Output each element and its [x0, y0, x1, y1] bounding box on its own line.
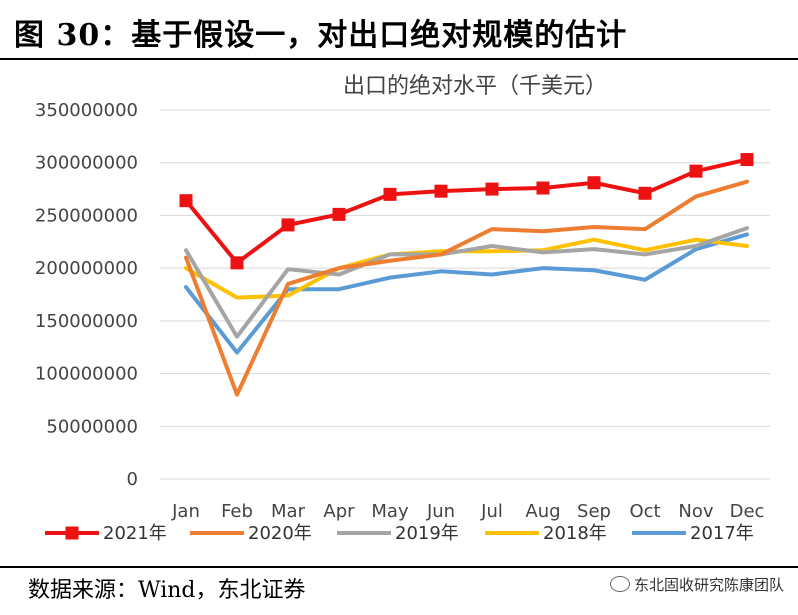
legend-label-2019: 2019年	[395, 523, 459, 544]
source-divider	[0, 566, 798, 568]
x-tick-label: Nov	[678, 501, 713, 522]
watermark: 东北固收研究陈康团队	[609, 574, 784, 595]
x-tick-label: May	[371, 501, 409, 522]
series-marker-2021	[740, 153, 754, 167]
chart-title: 出口的绝对水平（千美元）	[343, 74, 607, 99]
series-marker-2021	[179, 194, 193, 208]
legend-marker-2021	[65, 526, 79, 540]
x-tick-label: Dec	[730, 501, 765, 522]
chart-legend: 2021年 2020年 2019年 2018年 2017年	[45, 523, 754, 544]
series-marker-2021	[638, 186, 652, 200]
series-marker-2021	[332, 207, 346, 221]
figure-title: 图 30：基于假设一，对出口绝对规模的估计	[14, 18, 628, 53]
title-divider	[0, 58, 798, 60]
series-marker-2021	[230, 256, 244, 270]
series-line-2021	[184, 157, 749, 265]
series-line-2019	[184, 226, 749, 339]
x-axis: Jan Feb Mar Apr May Jun Jul Aug Sep Oct Nov Dec	[171, 501, 764, 522]
series-marker-2021	[485, 182, 499, 196]
x-tick-label: Jan	[171, 501, 200, 522]
legend-label-2020: 2020年	[248, 523, 312, 544]
x-tick-label: Oct	[629, 501, 660, 522]
series-marker-2021	[434, 184, 448, 198]
chart-grid	[160, 109, 770, 480]
y-tick-label: 250000000	[35, 205, 138, 226]
x-tick-label: Sep	[577, 501, 611, 522]
y-tick-label: 50000000	[46, 416, 138, 437]
series-marker-2021	[587, 176, 601, 190]
y-tick-label: 300000000	[35, 153, 138, 174]
series-marker-2021	[689, 164, 703, 178]
series-marker-2021	[536, 181, 550, 195]
y-tick-label: 150000000	[35, 311, 138, 332]
x-tick-label: Jul	[480, 501, 503, 522]
source-note: 数据来源：Wind，东北证券	[28, 578, 306, 603]
x-tick-label: Feb	[221, 501, 253, 522]
x-tick-label: Jun	[426, 501, 455, 522]
watermark-text: 东北固收研究陈康团队	[633, 576, 784, 594]
legend-label-2018: 2018年	[543, 523, 607, 544]
wechat-icon	[609, 576, 630, 592]
line-chart: 出口的绝对水平（千美元） 0 50000000 100000000 150000000…	[35, 74, 770, 544]
series-line-2020	[184, 179, 749, 397]
x-tick-label: Aug	[525, 501, 560, 522]
y-tick-label: 0	[127, 469, 138, 490]
y-tick-label: 200000000	[35, 258, 138, 279]
y-tick-label: 100000000	[35, 364, 138, 385]
y-axis: 0 50000000 100000000 150000000 200000000 2500…	[35, 100, 138, 490]
legend-label-2017: 2017年	[690, 523, 754, 544]
legend-label-2021: 2021年	[103, 523, 167, 544]
series-marker-2021	[383, 187, 397, 201]
chart-series	[179, 153, 754, 397]
x-tick-label: Mar	[271, 501, 306, 522]
y-tick-label: 350000000	[35, 100, 138, 121]
x-tick-label: Apr	[323, 501, 355, 522]
series-marker-2021	[281, 218, 295, 232]
